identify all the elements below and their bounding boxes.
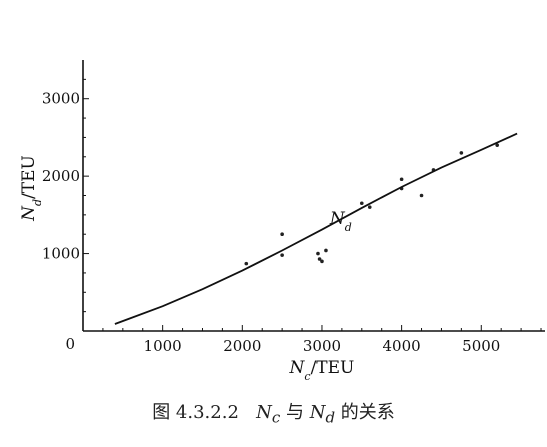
- x-tick-label: 3000: [303, 337, 341, 355]
- data-point: [280, 232, 284, 237]
- y-tick-label: 3000: [42, 90, 80, 108]
- x-tick-label: 5000: [462, 337, 500, 355]
- x-axis-title-unit: /TEU: [311, 358, 355, 378]
- data-point: [317, 257, 322, 261]
- data-point: [419, 193, 424, 198]
- x-tick-label: 1000: [144, 337, 182, 355]
- data-point: [399, 177, 404, 182]
- y-axis-title-unit: /TEU: [19, 155, 39, 199]
- figure-caption: 图 4.3.2.2 Nc 与 Nd 的关系: [0, 398, 547, 427]
- caption-s2: d: [325, 408, 336, 427]
- caption-s1: c: [271, 408, 281, 427]
- data-point: [316, 251, 320, 256]
- data-point: [359, 201, 364, 206]
- y-tick-label: 2000: [42, 167, 80, 185]
- data-points: [244, 143, 500, 266]
- data-point: [244, 261, 249, 266]
- data-point: [324, 248, 328, 253]
- caption-mid: 与: [285, 402, 304, 423]
- chart: 1000 2000 3000 4000 5000 1000 2000 3000 Nd 0 Nc…: [19, 60, 545, 383]
- caption-suffix: 的关系: [340, 402, 395, 423]
- axes: [82, 60, 545, 332]
- origin-label: 0: [65, 335, 75, 353]
- data-point: [320, 259, 324, 264]
- y-axis-title-sub: d: [31, 199, 44, 206]
- data-point: [280, 253, 284, 257]
- data-point: [459, 151, 464, 155]
- caption-n2: N: [309, 402, 326, 423]
- curve-label-main: N: [329, 209, 346, 229]
- caption-n1: N: [256, 402, 272, 423]
- data-point: [495, 143, 500, 147]
- x-tick-label: 4000: [383, 337, 421, 355]
- y-axis-title-main: N: [19, 205, 39, 222]
- curve-label-sub: d: [345, 221, 352, 234]
- data-point: [367, 205, 372, 209]
- ticks: 1000 2000 3000 4000 5000 1000 2000 3000: [42, 78, 542, 355]
- caption-prefix: 图 4.3.2.2: [152, 402, 239, 423]
- x-axis-title: Nc/TEU: [289, 358, 355, 383]
- y-tick-label: 1000: [42, 245, 80, 263]
- y-axis-title: Nd/TEU: [19, 155, 44, 222]
- fit-curve: [114, 132, 518, 325]
- x-axis-title-sub: c: [304, 370, 310, 383]
- x-tick-label: 2000: [223, 337, 261, 355]
- x-axis-title-main: N: [289, 358, 306, 378]
- curve-label: Nd: [329, 209, 352, 234]
